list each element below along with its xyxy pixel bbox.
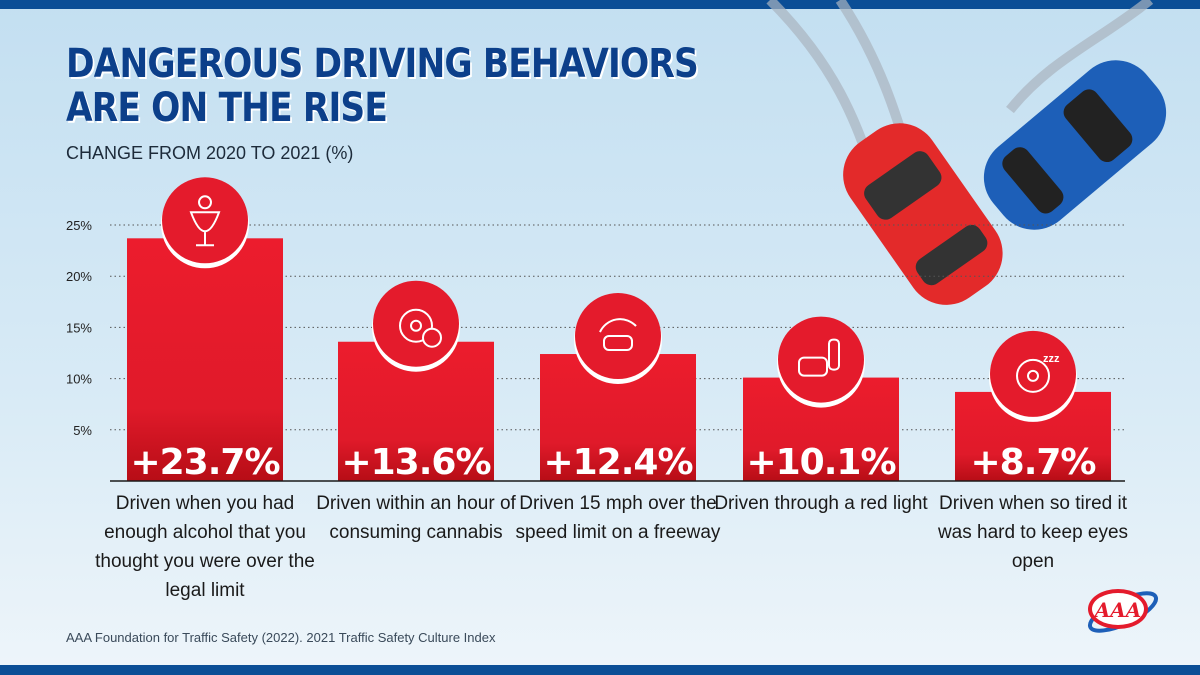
category-label: Driven when so tired it was hard to keep… [937,493,1129,572]
steering-wheel-cannabis-icon [399,308,442,348]
icon-badge [373,280,459,367]
car-crash-illustration [766,0,1167,305]
car-traffic-light-icon [798,338,840,377]
category-label: Driven within an hour of consuming canna… [316,493,516,543]
data-label: +23.7% [130,442,279,483]
data-label: +13.6% [341,442,490,483]
data-label: +12.4% [543,442,692,483]
page-title: DANGEROUS DRIVING BEHAVIORS ARE ON THE RI… [66,41,699,131]
category-label: Driven through a red light [714,493,928,514]
speeding-car-icon [599,318,637,352]
y-tick-label: 25% [66,218,92,233]
bottom-border [0,665,1200,675]
data-label: +10.1% [746,442,895,483]
icon-badge [990,330,1076,417]
steering-wheel-pillow-sleep-icon: zzz [1016,353,1060,393]
alcohol-keys-glass-icon [189,195,221,247]
icon-badge [778,316,864,403]
y-tick-label: 10% [66,372,92,387]
bar [127,238,283,481]
top-border [0,0,1200,9]
category-label: Driven when you had enough alcohol that … [95,493,315,601]
data-label: +8.7% [970,442,1095,483]
y-tick-label: 20% [66,269,92,284]
y-tick-label: 5% [73,423,92,438]
svg-text:zzz: zzz [1043,353,1060,365]
y-tick-label: 15% [66,320,92,335]
category-label: Driven 15 mph over the speed limit on a … [515,493,721,543]
chart-subtitle: CHANGE FROM 2020 TO 2021 (%) [66,143,354,163]
icon-badge [162,177,248,264]
source-note: AAA Foundation for Traffic Safety (2022)… [66,630,496,645]
